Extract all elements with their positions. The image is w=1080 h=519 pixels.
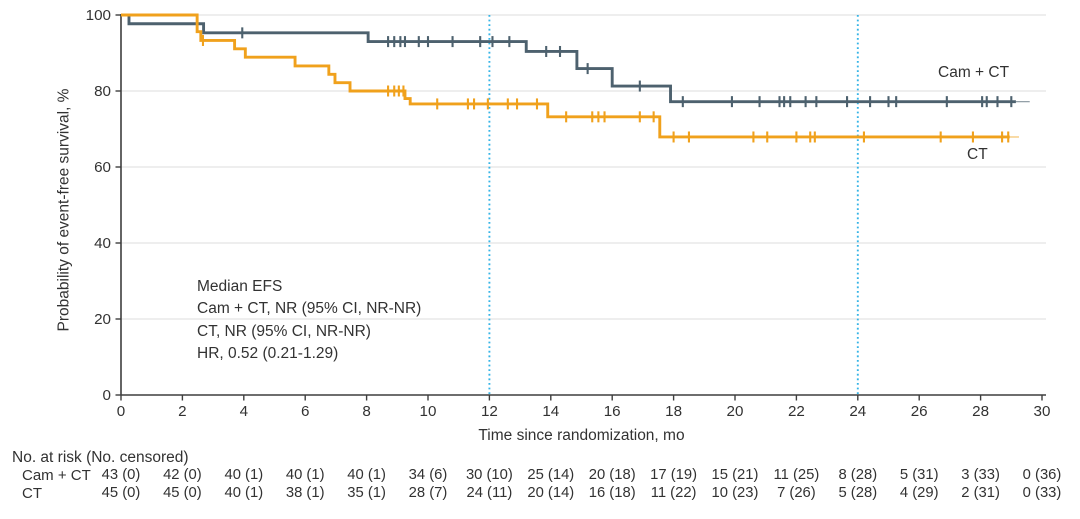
risk-cell: 16 (18) <box>588 485 636 501</box>
risk-table-title: No. at risk (No. censored) <box>12 449 189 466</box>
risk-cell: 11 (22) <box>650 485 697 501</box>
risk-cell: 38 (1) <box>285 485 325 501</box>
x-tick-label: 4 <box>240 403 248 420</box>
y-axis-title: Probability of event-free survival, % <box>55 88 73 332</box>
risk-cell: 40 (1) <box>224 467 264 483</box>
risk-cell: 35 (1) <box>347 485 386 501</box>
x-tick-label: 10 <box>420 403 437 420</box>
risk-cell: 3 (33) <box>961 467 1000 483</box>
risk-cell: 7 (26) <box>777 485 816 501</box>
x-tick-label: 22 <box>788 403 805 420</box>
risk-cell: 25 (14) <box>527 467 575 483</box>
x-axis-title: Time since randomization, mo <box>478 427 685 444</box>
risk-cell: 5 (31) <box>899 467 939 483</box>
km-curve-cam-ct <box>121 13 1030 108</box>
x-tick-label: 14 <box>542 403 559 420</box>
km-line-cam-ct <box>121 13 1016 104</box>
risk-cell: 24 (11) <box>466 485 513 501</box>
x-tick-label: 18 <box>665 403 682 420</box>
risk-cell: 42 (0) <box>163 467 202 483</box>
km-line-ct <box>121 13 1010 139</box>
risk-cell: 11 (25) <box>773 467 820 483</box>
x-tick-label: 12 <box>481 403 498 420</box>
y-tick-label: 60 <box>94 159 111 176</box>
annotation-line-1: Median EFS <box>197 278 283 295</box>
x-tick-label: 2 <box>178 403 186 420</box>
curve-label-ct: CT <box>967 146 988 163</box>
x-tick-label: 24 <box>849 403 866 420</box>
risk-cell: 15 (21) <box>711 467 759 483</box>
x-tick-label: 26 <box>911 403 928 420</box>
median-efs-annotation: Median EFS Cam + CT, NR (95% CI, NR-NR) … <box>197 276 421 365</box>
x-tick-label: 28 <box>972 403 989 420</box>
x-tick-labels: 0 2 4 6 8 10 12 14 16 18 20 22 24 26 28 30 <box>117 395 1051 420</box>
risk-cell: 43 (0) <box>101 467 141 483</box>
risk-row-label: Cam + CT <box>22 467 91 484</box>
risk-cell: 28 (7) <box>408 485 448 501</box>
y-tick-label: 40 <box>94 235 111 252</box>
y-tick-label: 20 <box>94 311 111 328</box>
x-tick-label: 20 <box>727 403 744 420</box>
y-tick-labels: 0 20 40 60 80 100 <box>86 7 121 404</box>
risk-row-label: CT <box>22 485 42 502</box>
risk-cell: 0 (36) <box>1022 467 1062 483</box>
risk-cell: 2 (31) <box>961 485 1000 501</box>
y-tick-label: 100 <box>86 7 111 24</box>
censor-marks-ct <box>201 34 1010 143</box>
risk-cell: 10 (23) <box>711 485 759 501</box>
risk-cell: 17 (19) <box>650 467 698 483</box>
axes <box>120 14 1046 396</box>
risk-cell: 40 (1) <box>224 485 264 501</box>
y-tick-label: 80 <box>94 83 111 100</box>
annotation-line-4: HR, 0.52 (0.21-1.29) <box>197 344 339 362</box>
risk-cell: 8 (28) <box>838 467 878 483</box>
risk-cell: 40 (1) <box>285 467 325 483</box>
km-curve-ct <box>121 13 1019 143</box>
x-tick-label: 6 <box>301 403 309 420</box>
risk-cell: 5 (28) <box>838 485 878 501</box>
annotation-line-3: CT, NR (95% CI, NR-NR) <box>197 322 371 340</box>
x-tick-label: 16 <box>604 403 621 420</box>
grid-lines <box>121 14 1046 320</box>
x-tick-label: 30 <box>1034 403 1051 420</box>
annotation-line-2: Cam + CT, NR (95% CI, NR-NR) <box>197 300 422 318</box>
risk-cell: 20 (14) <box>527 485 575 501</box>
risk-cell: 30 (10) <box>465 467 513 483</box>
risk-cell: 20 (18) <box>588 467 636 483</box>
risk-cell: 34 (6) <box>408 467 448 483</box>
risk-cell: 0 (33) <box>1022 485 1062 501</box>
x-tick-label: 0 <box>117 403 125 420</box>
y-tick-label: 0 <box>103 387 111 404</box>
censor-marks-cam-ct <box>241 27 1013 108</box>
risk-cell: 4 (29) <box>899 485 939 501</box>
risk-cell: 45 (0) <box>101 485 141 501</box>
risk-cell: 45 (0) <box>163 485 202 501</box>
risk-cell: 40 (1) <box>347 467 386 483</box>
curve-label-cam-ct: Cam + CT <box>938 64 1010 81</box>
x-tick-label: 8 <box>362 403 370 420</box>
